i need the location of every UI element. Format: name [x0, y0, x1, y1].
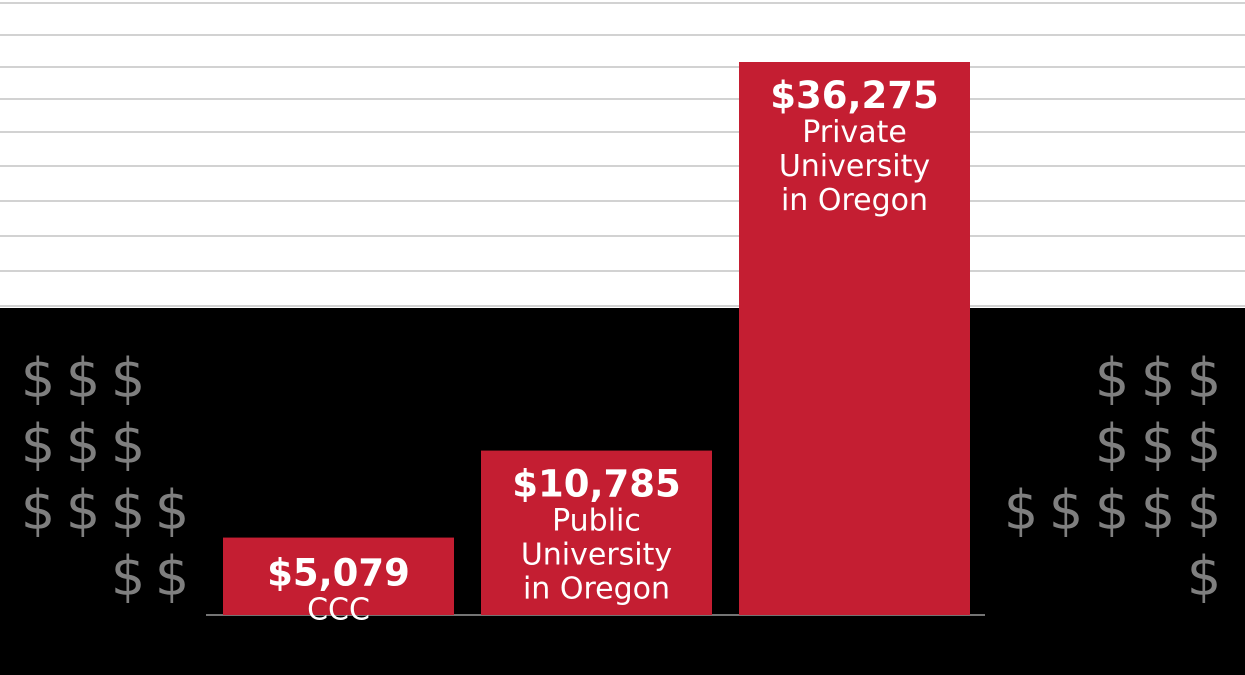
dollar-icon-right-2-0: $ — [1004, 479, 1038, 542]
dollar-icon-left-0-2: $ — [111, 347, 145, 410]
bar-category-label-2-line-2: University — [521, 538, 672, 573]
dollar-icon-left-2-2: $ — [111, 479, 145, 542]
dollar-icon-left-1-0: $ — [21, 413, 55, 476]
dollar-icon-left-2-1: $ — [66, 479, 100, 542]
bar-category-label-1-line-1: CCC — [307, 593, 370, 628]
dollar-icon-right-3-4: $ — [1187, 545, 1221, 608]
dollar-icon-left-1-2: $ — [111, 413, 145, 476]
bar-value-label-3: $36,275 — [770, 74, 939, 117]
upper-background — [0, 0, 1245, 308]
dollar-icon-right-2-4: $ — [1187, 479, 1221, 542]
dollar-icon-left-0-0: $ — [21, 347, 55, 410]
dollar-icon-right-1-4: $ — [1187, 413, 1221, 476]
bar-category-label-3-line-3: in Oregon — [781, 183, 928, 218]
bar-3 — [739, 62, 970, 615]
dollar-decoration-right: $ $ $$ $ $$ $ $ $ $$ — [1004, 347, 1221, 608]
dollar-icon-right-0-4: $ — [1187, 347, 1221, 410]
bar-category-label-2-line-1: Public — [552, 504, 641, 539]
dollar-icon-right-0-2: $ — [1095, 347, 1129, 410]
dollar-decoration-left: $ $ $$ $ $$ $ $ $$ $ — [21, 347, 189, 608]
dollar-icon-right-1-3: $ — [1141, 413, 1175, 476]
bar-category-label-3-line-2: University — [779, 149, 930, 184]
dollar-icon-right-0-3: $ — [1141, 347, 1175, 410]
dollar-icon-left-2-3: $ — [155, 479, 189, 542]
bar-category-label-3-line-1: Private — [802, 115, 907, 150]
dollar-icon-right-1-2: $ — [1095, 413, 1129, 476]
grid-lines — [0, 2, 1245, 307]
dollar-icon-left-0-1: $ — [66, 347, 100, 410]
bar-2 — [481, 450, 712, 615]
bar-value-label-2: $10,785 — [512, 463, 681, 506]
dollar-icon-right-2-1: $ — [1049, 479, 1083, 542]
dollar-icon-left-1-1: $ — [66, 413, 100, 476]
bar-value-label-1: $5,079 — [267, 552, 410, 595]
dollar-icon-left-2-0: $ — [21, 479, 55, 542]
dollar-icon-left-3-2: $ — [111, 545, 145, 608]
dollar-icon-right-2-2: $ — [1095, 479, 1129, 542]
dollar-icon-right-2-3: $ — [1141, 479, 1175, 542]
bar-1 — [223, 537, 454, 615]
dollar-icon-left-3-3: $ — [155, 545, 189, 608]
bar-category-label-2-line-3: in Oregon — [523, 572, 670, 607]
